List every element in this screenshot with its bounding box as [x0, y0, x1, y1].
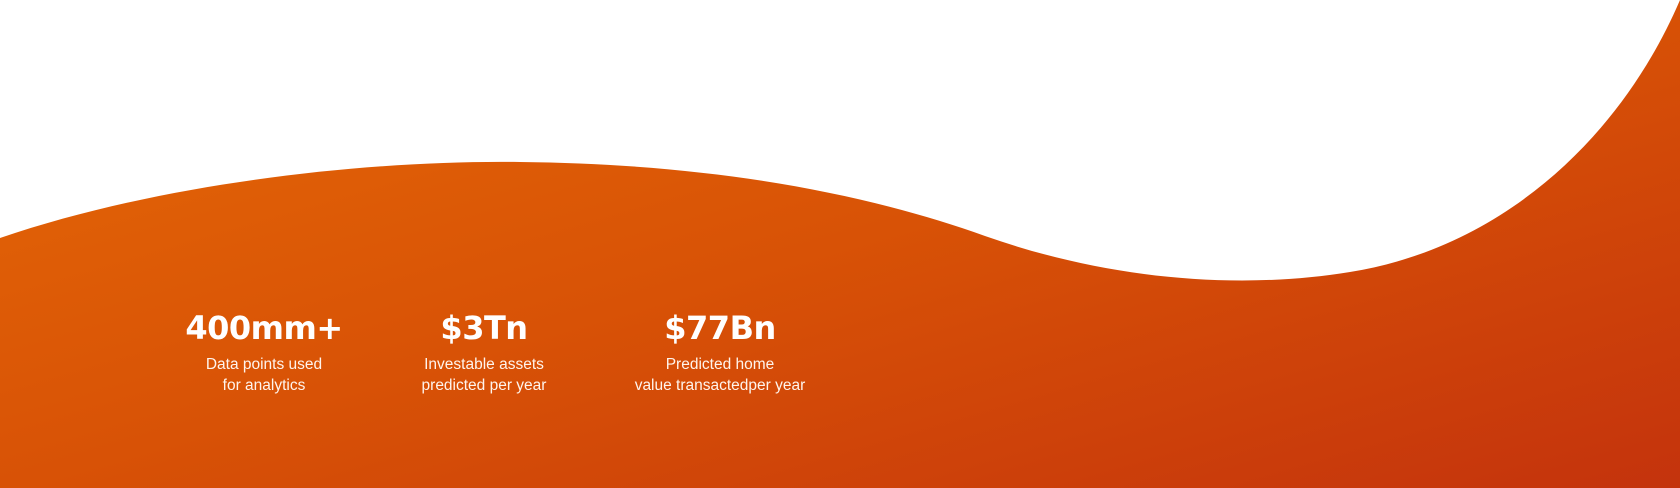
stat-description: Investable assets predicted per year — [374, 354, 594, 396]
stat-description-line: value transactedper year — [634, 377, 806, 394]
stat-home-value: $77Bn Predicted home value transactedper… — [610, 304, 830, 396]
stat-description-line: for analytics — [222, 377, 306, 394]
stat-description-line: predicted per year — [421, 377, 547, 394]
stat-investable-assets: $3Tn Investable assets predicted per yea… — [374, 304, 594, 396]
stat-value: $3Tn — [440, 309, 528, 347]
stat-description: Data points used for analytics — [154, 354, 374, 396]
stat-description-line: Investable assets — [424, 356, 544, 373]
stat-value: 400mm+ — [185, 309, 343, 347]
stat-description-line: Data points used — [205, 356, 323, 373]
stat-value: $77Bn — [664, 309, 776, 347]
stat-data-points: 400mm+ Data points used for analytics — [154, 304, 374, 396]
stat-description-line: Predicted home — [665, 356, 775, 373]
stat-description: Predicted home value transactedper year — [610, 354, 830, 396]
